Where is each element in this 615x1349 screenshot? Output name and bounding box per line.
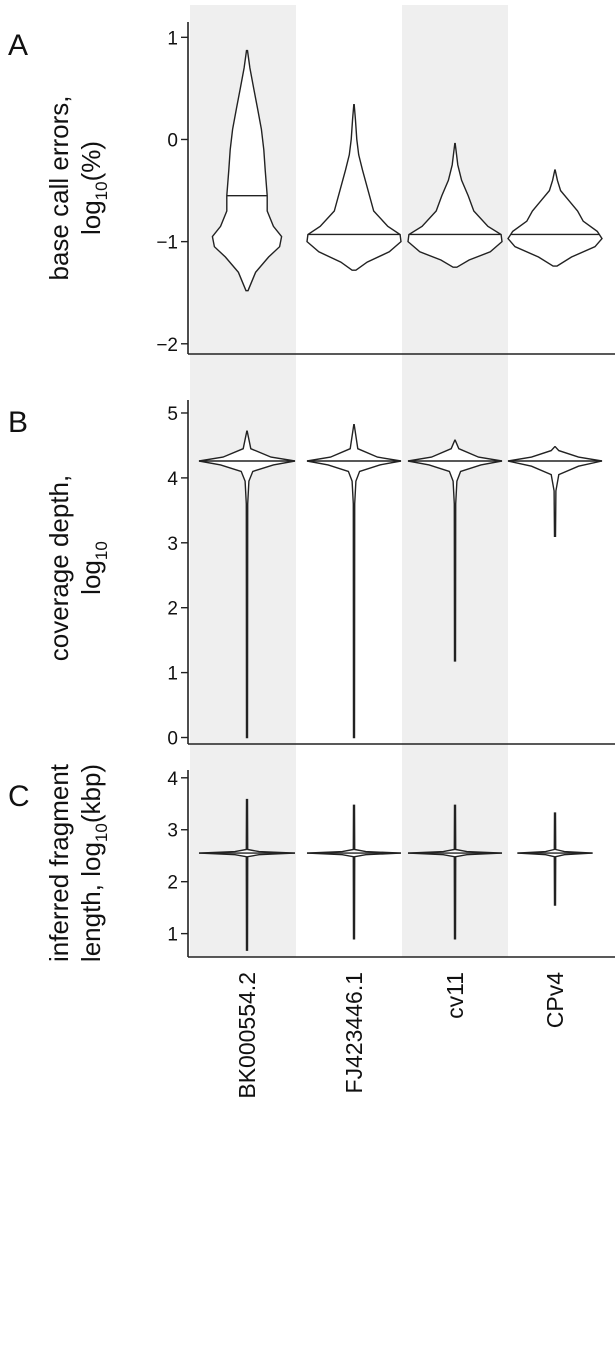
violin-cv11	[407, 439, 503, 662]
panel-letter: C	[8, 780, 30, 813]
y-tick-label: 3	[167, 821, 178, 842]
violin-body	[306, 104, 402, 271]
y-tick-label: 3	[167, 534, 178, 555]
violin-fj423446-1	[306, 804, 402, 940]
violin-fj423446-1	[306, 104, 402, 271]
category-labels: BK000554.2 FJ423446.1 cv11 CPv4	[234, 972, 568, 1099]
violin-cv11	[407, 804, 503, 940]
y-axis-label: inferred fragmentlength, log10(kbp)	[44, 763, 111, 962]
violin-body	[407, 439, 503, 662]
category-label-cv11: cv11	[442, 972, 468, 1019]
violin-fj423446-1	[306, 424, 402, 739]
y-tick-label: 0	[167, 130, 178, 151]
violin-body	[198, 798, 296, 951]
y-tick-label: 4	[167, 769, 178, 790]
y-tick-label: 1	[167, 28, 178, 49]
category-label-bk000554-2: BK000554.2	[234, 972, 260, 1099]
y-tick-label: 1	[167, 664, 178, 685]
panel-letter: A	[8, 29, 28, 62]
violin-cpv4	[507, 169, 603, 267]
y-tick-label: 2	[167, 599, 178, 620]
violin-cpv4	[517, 812, 593, 906]
violin-body	[211, 49, 283, 292]
violin-bk000554-2	[198, 430, 296, 739]
violin-bk000554-2	[198, 798, 296, 951]
violin-body	[407, 804, 503, 940]
violin-body	[507, 169, 603, 267]
violin-cv11	[407, 142, 503, 268]
violin-body	[517, 812, 593, 906]
violin-body	[306, 804, 402, 940]
y-tick-label: −2	[156, 335, 178, 356]
violin-body	[306, 424, 402, 739]
panel-letter: B	[8, 406, 28, 439]
y-tick-label: −1	[156, 233, 178, 254]
violin-cpv4	[507, 446, 603, 537]
y-tick-label: 0	[167, 729, 178, 750]
y-tick-label: 2	[167, 873, 178, 894]
violin-body	[198, 430, 296, 739]
y-axis-label: coverage depth,log10	[44, 475, 111, 661]
y-tick-label: 5	[167, 404, 178, 425]
category-label-fj423446-1: FJ423446.1	[341, 972, 367, 1093]
y-tick-label: 1	[167, 925, 178, 946]
y-axis-label: base call errors,log10(%)	[44, 96, 111, 281]
violin-bk000554-2	[211, 49, 283, 292]
category-label-cpv4: CPv4	[542, 972, 568, 1028]
violin-body	[507, 446, 603, 537]
y-tick-label: 4	[167, 469, 178, 490]
violin-body	[407, 142, 503, 268]
